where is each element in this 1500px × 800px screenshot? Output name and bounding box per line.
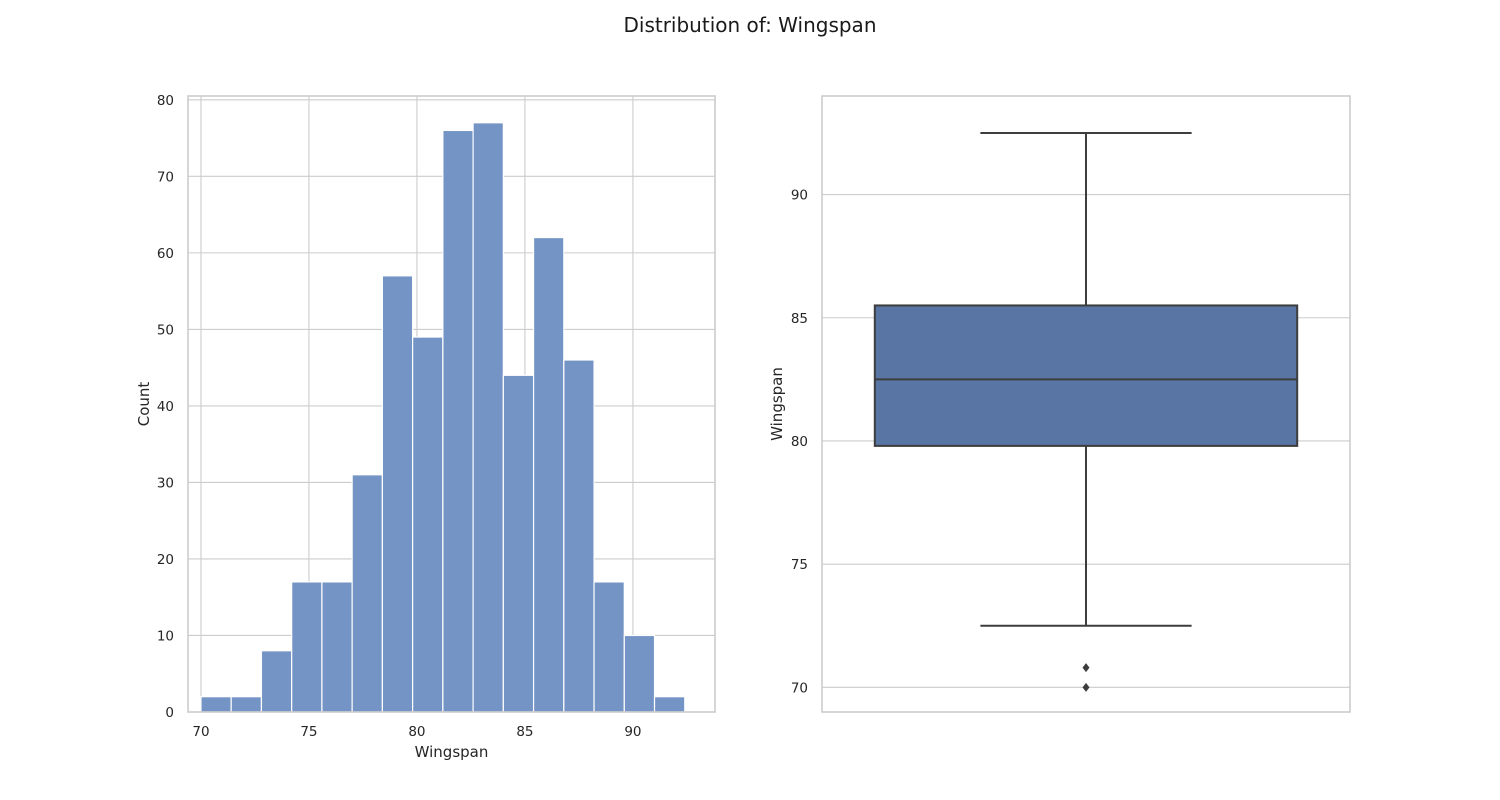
boxplot-frame (821, 95, 1351, 713)
boxplot-outlier-point (1082, 682, 1090, 692)
histogram-y-tick-label: 80 (157, 93, 174, 109)
boxplot-y-tick-label: 80 (791, 434, 808, 450)
histogram-x-tick-label: 85 (516, 724, 533, 740)
histogram-bar (532, 236, 565, 713)
boxplot-marks (873, 131, 1299, 692)
histogram-x-tick-label: 80 (408, 724, 425, 740)
boxplot-y-axis-label: Wingspan (768, 367, 786, 441)
histogram-bar (442, 129, 474, 713)
histogram-bar (230, 696, 263, 713)
boxplot-y-tick-labels: 70 75 80 85 90 (791, 188, 808, 697)
histogram-bar (200, 696, 232, 713)
histogram-y-tick-labels: 0 10 20 30 40 50 60 70 80 (157, 93, 174, 721)
histogram-bar (412, 336, 444, 713)
histogram-bar (653, 696, 686, 713)
boxplot-y-tick-label: 85 (791, 311, 808, 327)
histogram-y-tick-label: 10 (157, 628, 174, 644)
histogram-bar (291, 581, 323, 713)
histogram-bar (623, 634, 656, 713)
histogram-x-tick-label: 70 (192, 724, 209, 740)
histogram-bar (593, 581, 625, 713)
histogram-bar (502, 374, 535, 713)
histogram-frame (187, 95, 716, 713)
boxplot-y-tick-label: 90 (791, 188, 808, 204)
histogram-y-tick-label: 40 (157, 399, 174, 415)
histogram-bar (260, 650, 293, 713)
histogram-x-tick-labels: 70 75 80 85 90 (192, 724, 641, 740)
histogram-bar (563, 359, 595, 713)
figure-title: Distribution of: Wingspan (623, 13, 876, 37)
histogram-y-tick-label: 0 (165, 705, 174, 721)
boxplot-y-tick-label: 70 (791, 680, 808, 696)
histogram-y-axis-label: Count (135, 382, 153, 427)
histogram-y-tick-label: 20 (157, 552, 174, 568)
boxplot-panel: 70 75 80 85 90 Wingspan (768, 95, 1351, 713)
histogram-bar (472, 122, 504, 713)
boxplot-outlier-point (1082, 663, 1090, 673)
histogram-x-tick-label: 90 (624, 724, 641, 740)
histogram-bar (351, 474, 383, 713)
histogram-x-axis-label: Wingspan (415, 743, 489, 761)
histogram-bar (321, 581, 353, 713)
histogram-bar (381, 275, 414, 713)
histogram-bars (200, 122, 686, 713)
boxplot-box (873, 304, 1299, 447)
histogram-y-tick-label: 70 (157, 169, 174, 185)
histogram-x-tick-label: 75 (300, 724, 317, 740)
boxplot-y-tick-label: 75 (791, 557, 808, 573)
histogram-y-tick-label: 50 (157, 322, 174, 338)
histogram-y-tick-label: 30 (157, 475, 174, 491)
histogram-panel: 70 75 80 85 90 0 10 20 30 40 50 60 70 80 Wingspan Co… (135, 93, 716, 761)
histogram-y-tick-label: 60 (157, 246, 174, 262)
